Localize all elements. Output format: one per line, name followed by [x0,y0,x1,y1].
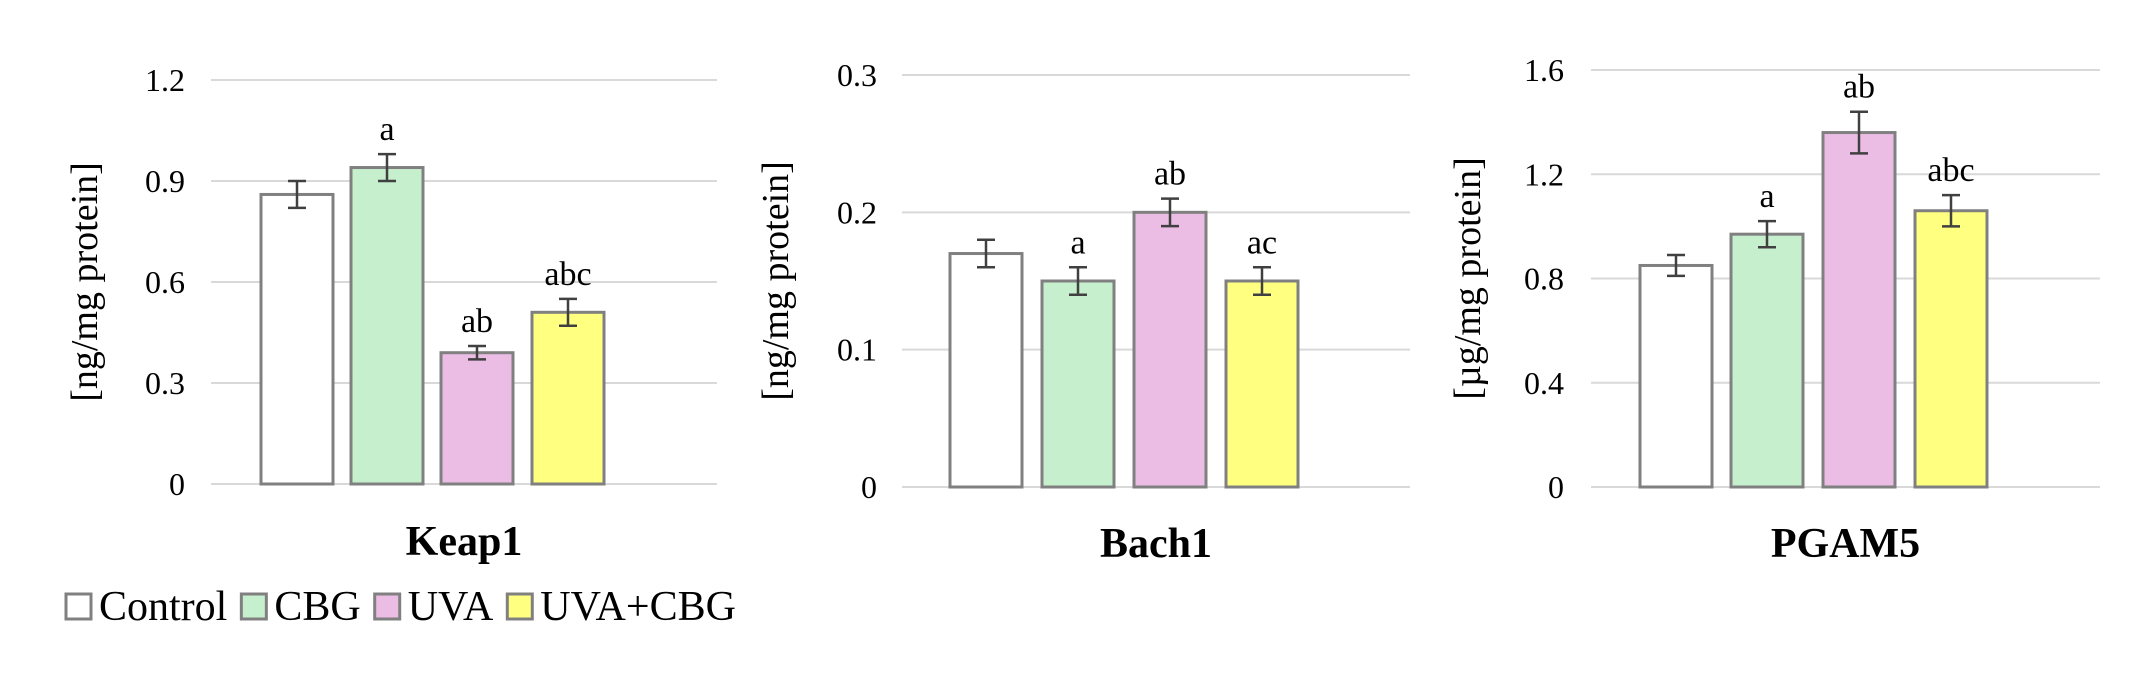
chart-panel-bach1: 0 0.1 0.2 0.3 [ng/mg protein] a ab ac Bach1 [755,57,1410,567]
y-tick-label: 0 [169,466,185,502]
bar-uva [439,351,515,486]
chart-panel-keap1: 0 0.3 0.6 0.9 1.2 [ng/mg protein] a ab abc Keap1 [64,62,717,565]
bar-uva [1821,131,1897,489]
y-axis-label: [µg/mg protein] [1447,157,1489,399]
legend-swatch [64,592,93,621]
error-bar [1069,266,1087,296]
y-tick-label: 0 [1548,469,1564,505]
y-axis-label: [ng/mg protein] [64,162,106,402]
y-tick-label: 1.2 [145,62,185,98]
error-bar [288,179,306,210]
y-tick-label: 0 [861,469,877,505]
bar-uva-plus-cbg [1224,279,1300,489]
bar-control [1638,263,1714,489]
legend-item: Control [64,584,227,630]
bar-uva [1132,210,1208,489]
legend-item: UVA [373,584,494,630]
y-tick-label: 1.6 [1524,52,1564,88]
y-tick-label: 0.3 [837,57,877,93]
significance-label: abc [544,256,591,293]
chart-title: PGAM5 [1771,521,1920,567]
bar-cbg [1729,232,1805,489]
y-tick-label: 0.9 [145,163,185,199]
error-bar [378,152,396,183]
legend-item: CBG [239,584,361,630]
legend-swatch [239,592,268,621]
legend-label: UVA+CBG [540,584,736,630]
error-bar [977,238,995,269]
legend-swatch [373,592,402,621]
y-tick-label: 0.3 [145,365,185,401]
significance-label: ab [461,303,493,340]
bar-cbg [349,166,425,486]
significance-label: ab [1154,156,1186,193]
significance-label: a [1759,178,1774,215]
bar-cbg [1040,279,1116,489]
significance-label: a [379,111,394,148]
error-bar [1667,253,1685,278]
chart-title: Bach1 [1100,521,1212,567]
chart-title: Keap1 [406,519,523,565]
error-bar [559,297,577,328]
legend-label: UVA [408,584,494,630]
error-bar [1161,197,1179,228]
chart-panel-pgam5: 0 0.4 0.8 1.2 1.6 [µg/mg protein] a ab abc PGAM5 [1447,52,2100,567]
y-tick-label: 0.1 [837,332,877,368]
bar-uva-plus-cbg [530,310,606,486]
significance-label: ab [1843,69,1875,106]
bar-uva-plus-cbg [1913,209,1989,489]
y-tick-label: 0.2 [837,194,877,230]
error-bar [1850,110,1868,155]
legend-label: CBG [274,584,360,630]
error-bar [1253,266,1271,296]
bar-control [948,252,1024,489]
bar-control [259,192,335,486]
y-tick-label: 0.8 [1524,261,1564,297]
error-bar [468,344,486,361]
error-bar [1758,219,1776,249]
y-tick-label: 1.2 [1524,156,1564,192]
legend-swatch [505,592,534,621]
y-axis-label: [ng/mg protein] [755,161,797,401]
legend: Control CBG UVA UVA+CBG [64,584,736,630]
significance-label: ac [1247,224,1277,261]
error-bar [1942,193,1960,228]
significance-label: a [1070,224,1085,261]
legend-label: Control [99,584,227,630]
y-tick-label: 0.4 [1524,365,1564,401]
significance-label: abc [1927,152,1974,189]
legend-item: UVA+CBG [505,584,736,630]
y-tick-label: 0.6 [145,264,185,300]
